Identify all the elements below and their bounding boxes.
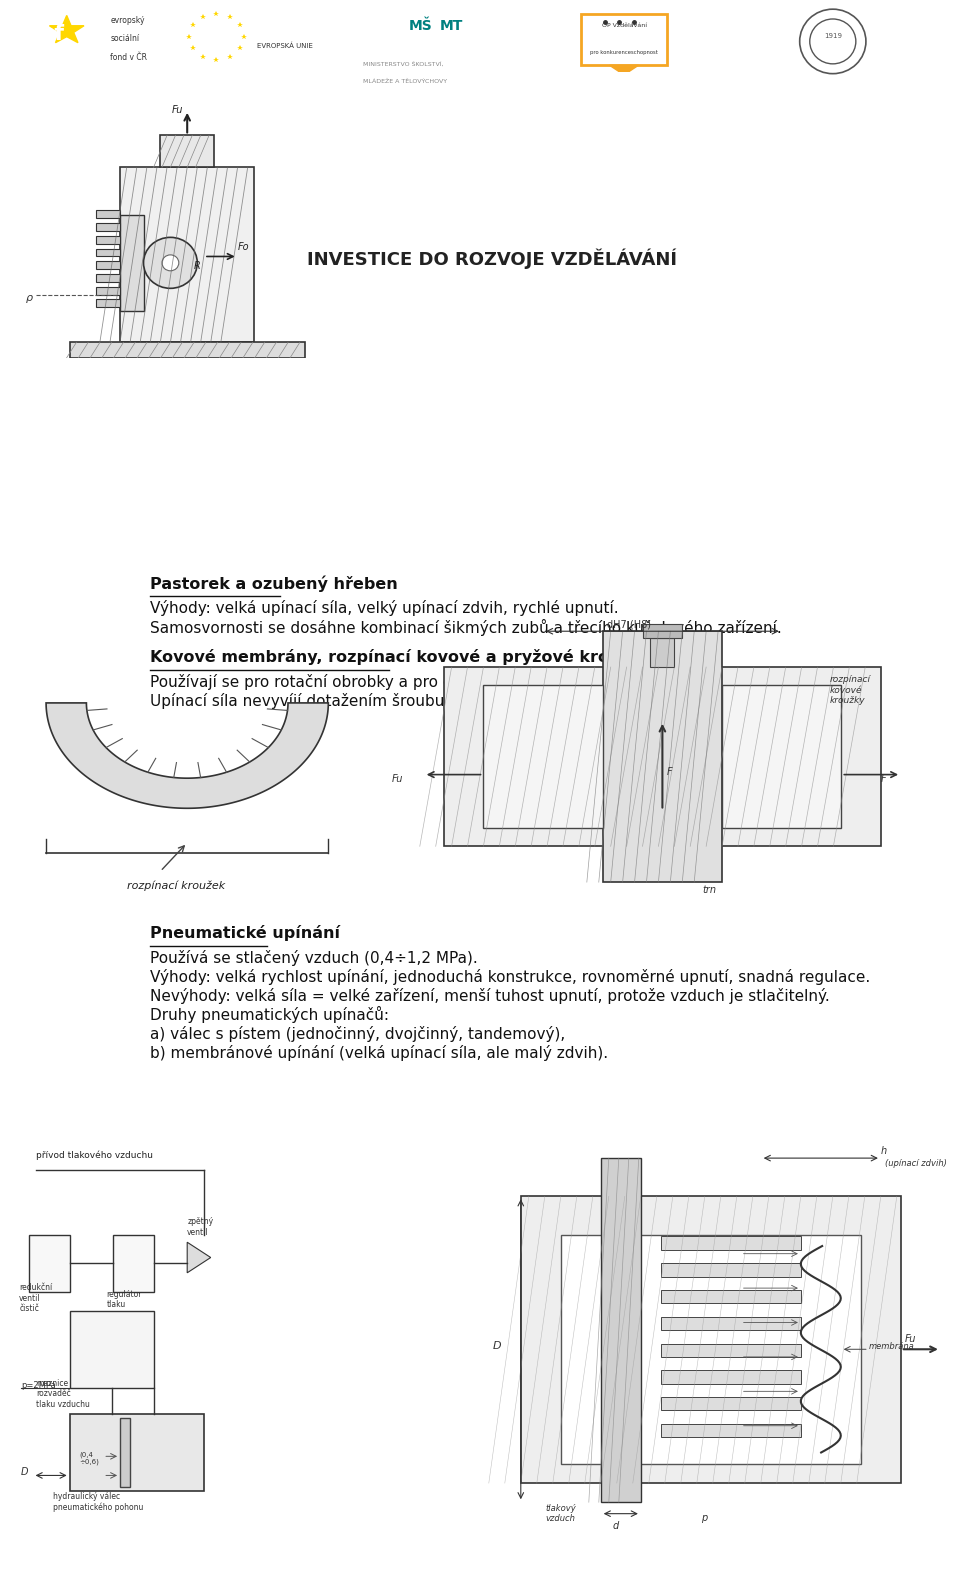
Bar xyxy=(96,249,120,256)
Text: rozpínací kroužek: rozpínací kroužek xyxy=(127,881,225,892)
Text: Samosvornosti se dosáhne kombinací šikmých zubů a třecího kuželového zařízení.: Samosvornosti se dosáhne kombinací šikmý… xyxy=(150,618,781,636)
Text: tlakový
vzduch: tlakový vzduch xyxy=(545,1504,576,1523)
Text: Druhy pneumatických upínačů:: Druhy pneumatických upínačů: xyxy=(150,1007,389,1023)
Text: evropský: evropský xyxy=(110,16,145,25)
Text: d: d xyxy=(612,1521,619,1531)
Bar xyxy=(660,1236,801,1251)
Text: h: h xyxy=(881,1147,887,1157)
Text: Používá se stlačený vzduch (0,4÷1,2 MPa).: Používá se stlačený vzduch (0,4÷1,2 MPa)… xyxy=(150,949,477,965)
Bar xyxy=(660,1397,801,1410)
Text: INVESTICE DO ROZVOJE VZDĚLÁVÁNÍ: INVESTICE DO ROZVOJE VZDĚLÁVÁNÍ xyxy=(307,249,677,269)
Text: F: F xyxy=(881,774,887,784)
Text: maznice
rozvaděč
tlaku vzduchu: maznice rozvaděč tlaku vzduchu xyxy=(36,1380,90,1408)
Circle shape xyxy=(144,237,198,288)
Text: Nevýhody: velká síla = velké zařízení, menší tuhost upnutí, protože vzduch je st: Nevýhody: velká síla = velké zařízení, m… xyxy=(150,988,829,1004)
Bar xyxy=(29,1235,69,1292)
Text: D: D xyxy=(492,1341,501,1351)
Bar xyxy=(120,215,144,311)
Text: b) membránové upínání (velká upínací síla, ale malý zdvih).: b) membránové upínání (velká upínací síl… xyxy=(150,1045,608,1061)
Bar xyxy=(96,210,120,218)
Bar xyxy=(651,639,674,667)
Text: regulátor
tlaku: regulátor tlaku xyxy=(107,1290,142,1309)
Text: Výhody: velká rychlost upínání, jednoduchá konstrukce, rovnoměrné upnutí, snadná: Výhody: velká rychlost upínání, jednoduc… xyxy=(150,969,870,984)
Text: MINISTERSTVO ŠKOLSTVÍ,: MINISTERSTVO ŠKOLSTVÍ, xyxy=(363,62,444,67)
Text: R: R xyxy=(194,261,201,271)
Text: MT: MT xyxy=(440,19,463,33)
Bar xyxy=(660,1424,801,1437)
Text: Upínací síla nevyvíjí dotažením šroubu.: Upínací síla nevyvíjí dotažením šroubu. xyxy=(150,693,449,709)
Bar xyxy=(561,1235,861,1464)
Text: D: D xyxy=(21,1467,29,1477)
Text: přívod tlakového vzduchu: přívod tlakového vzduchu xyxy=(36,1150,153,1160)
Bar xyxy=(113,1235,154,1292)
Text: trn: trn xyxy=(702,884,716,895)
Bar xyxy=(96,299,120,307)
Text: 1919: 1919 xyxy=(824,33,842,38)
Text: (0,4
÷0,6): (0,4 ÷0,6) xyxy=(80,1451,100,1466)
Bar xyxy=(70,342,305,358)
Bar xyxy=(120,167,254,342)
Bar xyxy=(642,624,683,639)
Text: Fu: Fu xyxy=(392,774,403,784)
Bar xyxy=(601,1158,641,1502)
Text: Pneumatické upínání: Pneumatické upínání xyxy=(150,926,340,941)
Bar xyxy=(160,135,214,167)
Text: sociální: sociální xyxy=(110,35,139,43)
Circle shape xyxy=(162,255,179,271)
Text: Pastorek a ozubený hřeben: Pastorek a ozubený hřeben xyxy=(150,575,397,593)
Text: MLÁDEŽE A TĚLOVÝCHOVY: MLÁDEŽE A TĚLOVÝCHOVY xyxy=(363,80,447,84)
Bar xyxy=(96,236,120,244)
Text: a) válec s pístem (jednočinný, dvojčinný, tandemový),: a) válec s pístem (jednočinný, dvojčinný… xyxy=(150,1026,565,1042)
FancyBboxPatch shape xyxy=(581,14,667,65)
Polygon shape xyxy=(46,703,328,808)
Polygon shape xyxy=(187,1243,210,1273)
Bar xyxy=(660,1263,801,1276)
Text: Fo: Fo xyxy=(238,242,250,252)
Text: Kovové membrány, rozpínací kovové a pryžové kroužky: Kovové membrány, rozpínací kovové a pryž… xyxy=(150,650,651,666)
Text: F: F xyxy=(666,766,672,777)
Polygon shape xyxy=(610,65,638,75)
Bar xyxy=(120,1418,130,1486)
Text: MŠ: MŠ xyxy=(409,19,433,33)
Bar xyxy=(520,1196,900,1483)
Bar xyxy=(96,261,120,269)
Bar xyxy=(660,1290,801,1303)
Text: ρ: ρ xyxy=(26,293,33,303)
Text: membrána: membrána xyxy=(869,1343,915,1351)
Bar xyxy=(444,667,881,846)
Text: p: p xyxy=(701,1513,708,1523)
Bar xyxy=(96,287,120,295)
Text: dH7 (H8): dH7 (H8) xyxy=(607,620,651,629)
Text: Používají se pro rotační obrobky a pro dokončovací práce.: Používají se pro rotační obrobky a pro d… xyxy=(150,674,591,690)
Text: OP Vzdělávání: OP Vzdělávání xyxy=(602,22,646,29)
Text: p=2MPa: p=2MPa xyxy=(21,1381,56,1389)
Bar xyxy=(69,1311,154,1388)
Text: redukční
ventil
čistič: redukční ventil čistič xyxy=(19,1284,53,1313)
Text: Fu: Fu xyxy=(904,1333,916,1343)
Text: rozpínací
kovové
kroužky: rozpínací kovové kroužky xyxy=(829,675,871,706)
Bar xyxy=(660,1317,801,1330)
Text: esf: esf xyxy=(26,24,64,43)
Bar xyxy=(96,274,120,282)
Bar xyxy=(722,685,841,828)
Text: hydraulický válec
pneumatického pohonu: hydraulický válec pneumatického pohonu xyxy=(53,1493,143,1512)
Text: EVROPSKÁ UNIE: EVROPSKÁ UNIE xyxy=(257,43,313,49)
Bar xyxy=(603,631,722,883)
Bar xyxy=(96,223,120,231)
Text: fond v ČR: fond v ČR xyxy=(110,53,148,62)
Bar xyxy=(484,685,603,828)
Text: zpětný
ventil: zpětný ventil xyxy=(187,1217,213,1236)
Text: pro konkurenceschopnost: pro konkurenceschopnost xyxy=(590,49,658,54)
Text: Výhody: velká upínací síla, velký upínací zdvih, rychlé upnutí.: Výhody: velká upínací síla, velký upínac… xyxy=(150,601,618,616)
Bar xyxy=(660,1343,801,1357)
Text: (upínací zdvih): (upínací zdvih) xyxy=(885,1158,947,1168)
Text: Fu: Fu xyxy=(172,105,183,115)
Bar xyxy=(660,1370,801,1384)
Bar xyxy=(69,1415,204,1491)
Polygon shape xyxy=(50,16,84,43)
